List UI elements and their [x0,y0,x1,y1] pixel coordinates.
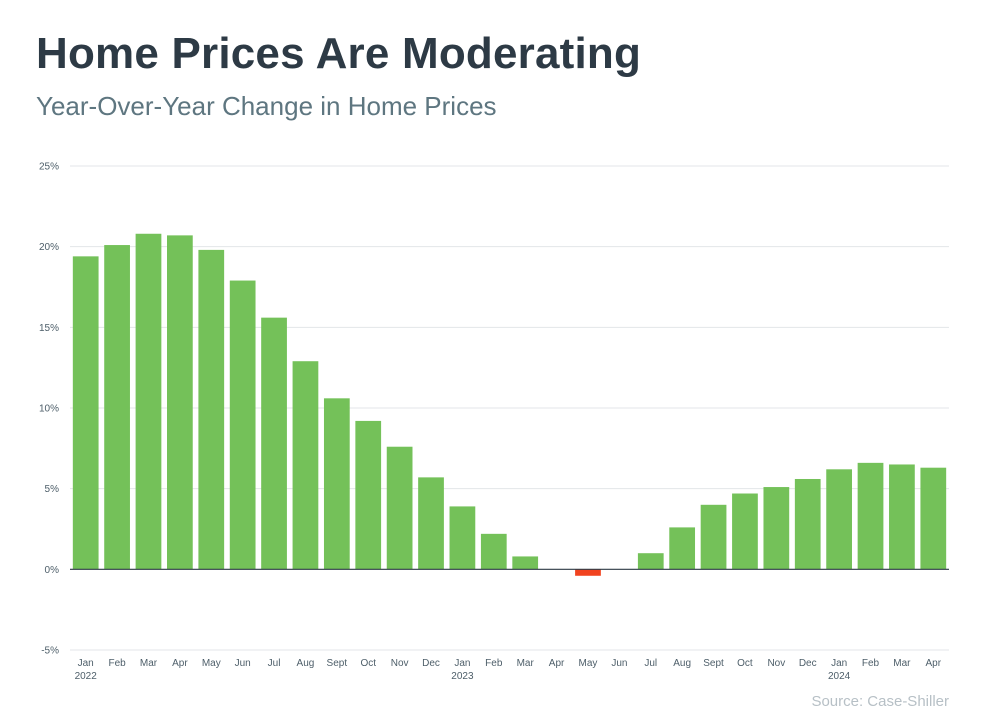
bar [72,256,99,570]
bar [920,467,947,570]
bar [323,398,350,570]
x-tick-label: Aug [673,658,691,669]
x-tick-label: Dec [799,658,817,669]
x-tick-label: May [202,658,221,669]
bar [292,361,319,570]
bars [72,233,947,576]
x-tick-label: Oct [360,658,376,669]
y-tick-label: 10% [39,404,59,415]
x-tick-label: Mar [517,658,535,669]
x-tick-label: May [579,658,598,669]
chart-title: Home Prices Are Moderating [36,29,642,78]
bar [418,477,444,570]
y-tick-label: 15% [39,323,59,334]
y-tick-label: 0% [45,565,60,576]
x-year-label: 2023 [451,671,474,682]
x-tick-label: Jan [78,658,94,669]
bar [512,556,539,570]
bar [198,249,225,570]
bar [669,527,696,570]
bar [889,464,915,570]
x-tick-label: Jul [644,658,657,669]
bar [386,446,413,570]
bar [732,493,758,570]
bar [261,317,287,570]
x-tick-label: Nov [391,658,409,669]
x-tick-label: Jun [611,658,627,669]
x-tick-label: Sept [327,658,348,669]
x-tick-label: Jun [235,658,251,669]
x-tick-label: Nov [767,658,785,669]
x-tick-label: Jan [454,658,470,669]
bar [857,462,884,570]
x-tick-label: Apr [926,658,942,669]
bar [637,553,664,570]
y-tick-label: -5% [41,646,59,657]
bar [794,478,821,570]
chart-subtitle: Year-Over-Year Change in Home Prices [36,91,497,121]
x-tick-label: Aug [297,658,315,669]
x-axis-ticks: Jan 2022 Feb Mar Apr May Jun Jul Aug Sept Oct Nov De… [75,658,942,682]
x-tick-label: Mar [140,658,158,669]
x-tick-label: Dec [422,658,440,669]
source-note: Source: Case-Shiller [811,693,949,710]
bar [135,233,162,570]
bar [449,506,476,570]
x-year-label: 2022 [75,671,98,682]
x-tick-label: Sept [703,658,724,669]
bar [826,469,852,570]
bar [104,245,130,570]
bar [763,487,790,570]
y-tick-label: 25% [39,162,59,173]
x-tick-label: Apr [172,658,188,669]
x-tick-label: Mar [893,658,911,669]
x-tick-label: Feb [108,658,126,669]
x-tick-label: Jul [268,658,281,669]
bar [480,533,507,570]
y-tick-label: 5% [45,484,60,495]
x-tick-label: Oct [737,658,753,669]
x-year-label: 2024 [828,671,851,682]
x-tick-label: Apr [549,658,565,669]
x-tick-label: Jan [831,658,847,669]
y-axis-ticks: 25% 20% 15% 10% 5% 0% -5% [39,162,59,657]
bar [229,280,256,570]
bar [575,569,601,576]
x-tick-label: Feb [862,658,880,669]
bar [700,504,727,570]
bar [167,235,193,570]
bar [355,420,382,570]
x-tick-label: Feb [485,658,503,669]
y-tick-label: 20% [39,242,59,253]
